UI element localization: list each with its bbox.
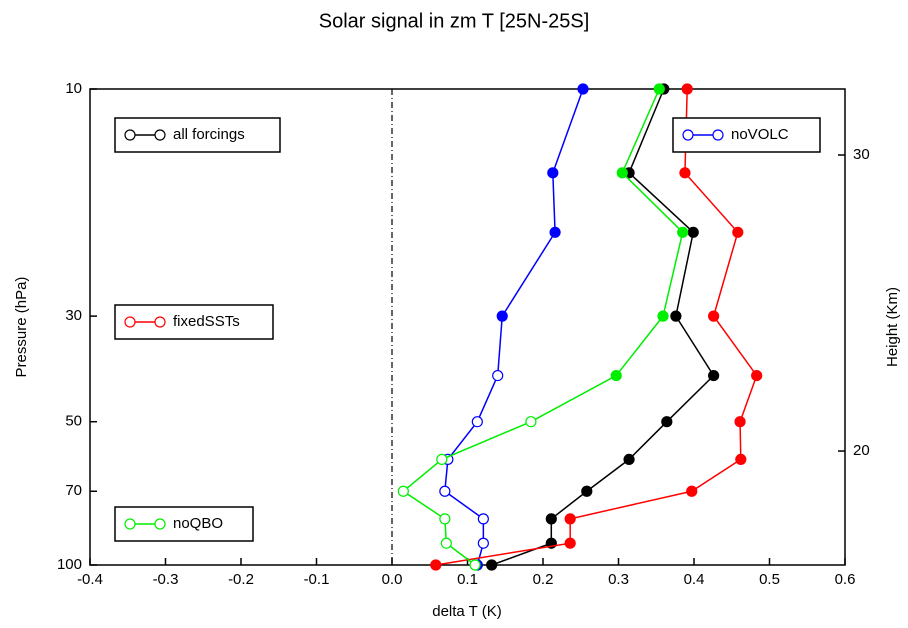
data-point xyxy=(661,416,673,428)
legend-label: noQBO xyxy=(173,515,223,532)
legend-marker xyxy=(154,316,166,328)
data-point xyxy=(681,83,693,95)
data-point xyxy=(616,167,628,179)
data-point xyxy=(547,167,559,179)
legend-entry: all forcings xyxy=(114,117,281,153)
x-tick-label: 0.6 xyxy=(835,571,856,588)
data-point xyxy=(486,559,498,571)
series-line xyxy=(435,88,758,566)
legend-marker xyxy=(124,316,136,328)
data-point xyxy=(469,559,481,571)
series-line xyxy=(444,88,584,566)
y2-tick-label: 20 xyxy=(853,442,870,459)
data-point xyxy=(564,537,576,549)
chart-title: Solar signal in zm T [25N-25S] xyxy=(319,10,590,32)
data-point xyxy=(545,513,557,525)
x-tick-label: 0.4 xyxy=(684,571,705,588)
legend-marker xyxy=(154,129,166,141)
data-point xyxy=(610,369,622,382)
legend-entry: noQBO xyxy=(114,506,254,542)
data-point xyxy=(471,416,483,428)
data-point xyxy=(439,485,451,497)
data-point xyxy=(436,453,448,465)
y-axis-label: Pressure (hPa) xyxy=(13,277,30,378)
data-point xyxy=(525,416,537,428)
data-point xyxy=(653,83,665,95)
y-tick-label: 10 xyxy=(65,80,82,97)
data-point xyxy=(732,226,744,238)
data-point xyxy=(549,226,561,238)
y-tick-label: 70 xyxy=(65,482,82,499)
y-tick-label: 30 xyxy=(65,307,82,324)
data-point xyxy=(492,369,504,382)
data-point xyxy=(708,310,720,322)
x-tick-label: 0.5 xyxy=(759,571,780,588)
legend-label: noVOLC xyxy=(731,126,789,143)
x-tick-label: -0.4 xyxy=(77,571,103,588)
legend-marker xyxy=(124,129,136,141)
data-point xyxy=(670,310,682,322)
data-point xyxy=(439,513,451,525)
x-tick-label: 0.3 xyxy=(608,571,629,588)
data-point xyxy=(477,513,489,525)
x-tick-label: -0.1 xyxy=(304,571,330,588)
data-point xyxy=(734,416,746,428)
x-tick-label: -0.3 xyxy=(153,571,179,588)
legend-entry: noVOLC xyxy=(672,117,821,153)
y2-axis-label: Height (Km) xyxy=(884,287,901,367)
y2-tick-label: 30 xyxy=(853,146,870,163)
data-point xyxy=(440,537,452,549)
data-point xyxy=(679,167,691,179)
legend-marker xyxy=(154,518,166,530)
data-point xyxy=(708,369,720,382)
data-point xyxy=(735,453,747,465)
data-point xyxy=(687,226,699,238)
data-point xyxy=(677,226,689,238)
x-tick-label: 0.0 xyxy=(382,571,403,588)
x-tick-label: 0.2 xyxy=(533,571,554,588)
data-point xyxy=(686,485,698,497)
x-tick-label: -0.2 xyxy=(228,571,254,588)
legend-marker xyxy=(124,518,136,530)
data-point xyxy=(397,485,409,497)
data-point xyxy=(623,453,635,465)
legend-label: fixedSSTs xyxy=(173,313,240,330)
x-axis-label: delta T (K) xyxy=(432,603,501,620)
x-tick-label: 0.1 xyxy=(457,571,478,588)
data-point xyxy=(751,369,763,382)
legend-label: all forcings xyxy=(173,126,245,143)
y-tick-label: 50 xyxy=(65,413,82,430)
data-point xyxy=(477,537,489,549)
data-point xyxy=(657,310,669,322)
legend-entry: fixedSSTs xyxy=(114,304,274,340)
data-point xyxy=(577,83,589,95)
y-tick-label: 100 xyxy=(57,556,82,573)
legend-marker xyxy=(712,129,724,141)
legend-marker xyxy=(682,129,694,141)
data-point xyxy=(581,485,593,497)
data-point xyxy=(496,310,508,322)
data-point xyxy=(430,559,442,571)
data-point xyxy=(564,513,576,525)
